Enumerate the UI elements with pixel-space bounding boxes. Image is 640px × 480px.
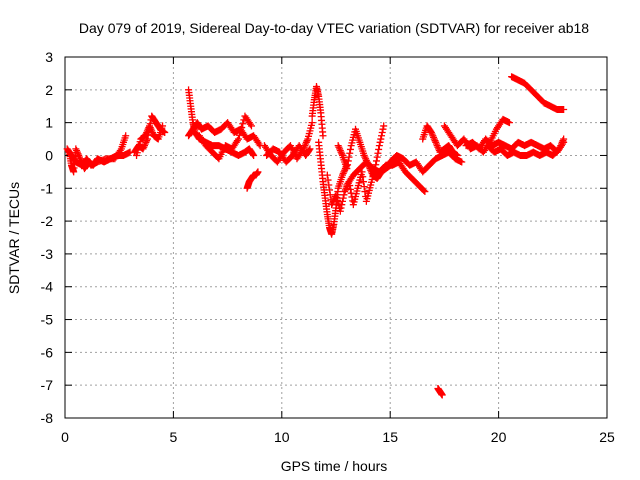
x-tick-label: 25 <box>599 429 615 445</box>
grid <box>65 57 607 418</box>
y-tick-label: -1 <box>41 180 54 196</box>
data-point-markers <box>185 119 264 150</box>
series-sat-f <box>185 119 264 150</box>
x-tick-label: 0 <box>61 429 69 445</box>
y-tick-label: -4 <box>41 279 54 295</box>
data-point-markers <box>195 112 255 163</box>
series-sat-q <box>419 122 461 159</box>
y-tick-label: -2 <box>41 213 54 229</box>
data-point-markers <box>484 135 568 159</box>
series-sat-u <box>484 135 568 159</box>
y-tick-label: -7 <box>41 377 54 393</box>
series-sat-k <box>308 83 327 140</box>
data-point-markers <box>243 168 262 192</box>
data-point-markers <box>63 132 130 169</box>
data-point-markers <box>386 148 466 176</box>
chart-title: Day 079 of 2019, Sidereal Day-to-day VTE… <box>79 20 589 36</box>
series-sat-r <box>434 384 446 399</box>
y-tick-label: -6 <box>41 344 54 360</box>
series-sat-v <box>508 73 568 114</box>
y-axis-title: SDTVAR / TECUs <box>6 182 22 294</box>
data-point-markers <box>308 83 327 140</box>
y-tick-label: 0 <box>45 147 53 163</box>
series-sat-j <box>263 142 314 166</box>
series-sat-t <box>462 135 568 156</box>
data-point-markers <box>434 384 446 399</box>
y-tick-label: 3 <box>45 49 53 65</box>
y-tick-label: -3 <box>41 246 54 262</box>
series-sat-p <box>386 148 466 176</box>
data-point-markers <box>419 122 461 159</box>
series-sat-h <box>243 168 262 192</box>
x-tick-label: 20 <box>491 429 507 445</box>
data-points <box>63 73 568 399</box>
series-sat-m <box>323 122 388 215</box>
y-tick-label: 2 <box>45 82 53 98</box>
data-point-markers <box>133 122 167 159</box>
series-sat-d <box>133 122 167 159</box>
x-tick-label: 10 <box>274 429 290 445</box>
series-sat-b <box>63 132 130 169</box>
x-axis-title: GPS time / hours <box>281 458 388 474</box>
x-tick-label: 15 <box>382 429 398 445</box>
data-point-markers <box>263 142 314 166</box>
y-tick-label: 1 <box>45 115 53 131</box>
data-point-markers <box>462 135 568 156</box>
y-tick-label: -5 <box>41 312 54 328</box>
data-point-markers <box>508 73 568 114</box>
plot-frame <box>64 56 608 419</box>
data-point-markers <box>323 122 388 215</box>
y-tick-label: -8 <box>41 410 54 426</box>
series-sat-g <box>195 112 255 163</box>
x-tick-label: 5 <box>170 429 178 445</box>
